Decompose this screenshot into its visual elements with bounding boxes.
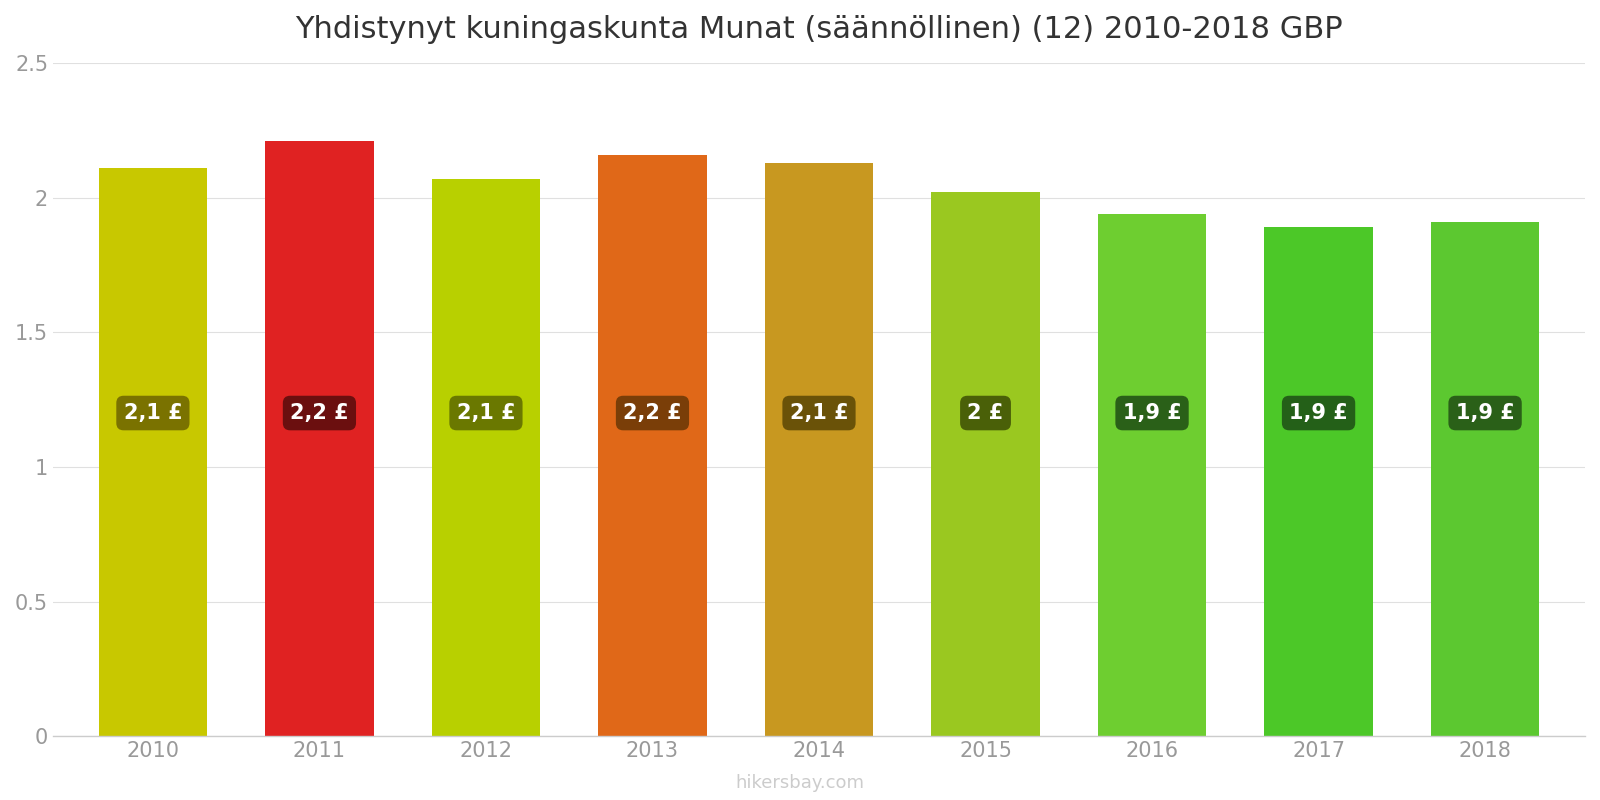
Text: 2,1 £: 2,1 £ xyxy=(456,403,515,423)
Text: 2,1 £: 2,1 £ xyxy=(123,403,182,423)
Text: 2 £: 2 £ xyxy=(968,403,1003,423)
Text: 2,2 £: 2,2 £ xyxy=(290,403,349,423)
Text: 2,1 £: 2,1 £ xyxy=(790,403,848,423)
Text: 1,9 £: 1,9 £ xyxy=(1290,403,1347,423)
Text: 1,9 £: 1,9 £ xyxy=(1456,403,1515,423)
Text: hikersbay.com: hikersbay.com xyxy=(736,774,864,792)
Bar xyxy=(931,192,1040,736)
Bar xyxy=(1430,222,1539,736)
Bar xyxy=(1264,227,1373,736)
Bar xyxy=(266,141,373,736)
Title: Yhdistynyt kuningaskunta Munat (säännöllinen) (12) 2010-2018 GBP: Yhdistynyt kuningaskunta Munat (säännöll… xyxy=(294,15,1342,44)
Bar xyxy=(598,154,707,736)
Bar xyxy=(432,178,541,736)
Bar xyxy=(765,162,874,736)
Text: 1,9 £: 1,9 £ xyxy=(1123,403,1181,423)
Text: 2,2 £: 2,2 £ xyxy=(622,403,682,423)
Bar xyxy=(1098,214,1206,736)
Bar xyxy=(99,168,206,736)
